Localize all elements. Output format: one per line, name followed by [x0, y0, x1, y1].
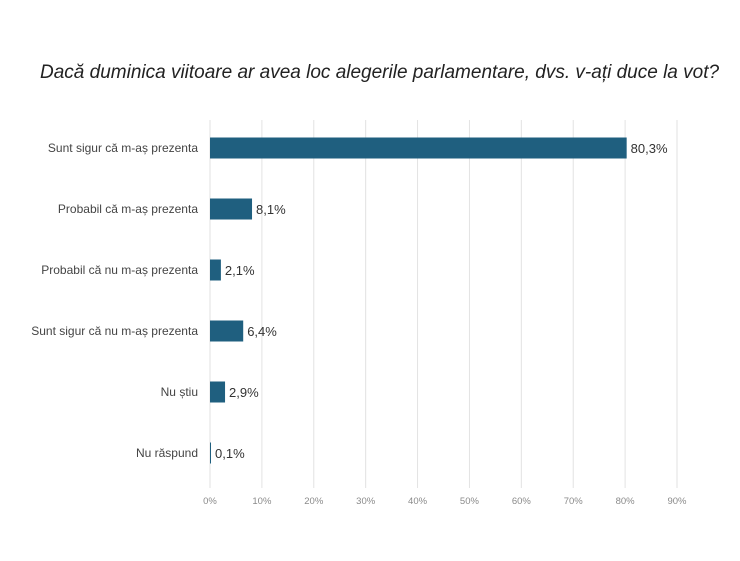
- x-tick-label: 60%: [512, 496, 532, 507]
- data-label: 6,4%: [247, 324, 277, 339]
- category-label: Probabil că m-aș prezenta: [58, 202, 198, 216]
- bar: [210, 381, 226, 403]
- category-label: Nu știu: [161, 385, 198, 399]
- x-tick-label: 20%: [304, 496, 324, 507]
- category-labels: Sunt sigur că m-aș prezenta Probabil că m…: [31, 141, 198, 460]
- x-tick-label: 50%: [460, 496, 480, 507]
- x-tick-label: 30%: [356, 496, 376, 507]
- data-label: 8,1%: [256, 202, 286, 217]
- data-label: 0,1%: [215, 446, 245, 461]
- chart-title: Dacă duminica viitoare ar avea loc alege…: [40, 62, 720, 83]
- bar: [210, 442, 211, 464]
- x-tick-label: 90%: [667, 496, 687, 507]
- x-tick-label: 80%: [616, 496, 636, 507]
- x-axis-tick-labels: 0% 10% 20% 30% 40% 50% 60% 70% 80% 90%: [203, 496, 687, 507]
- bar: [210, 259, 221, 281]
- category-label: Probabil că nu m-aș prezenta: [41, 263, 198, 277]
- category-label: Nu răspund: [136, 446, 198, 460]
- data-label: 80,3%: [631, 141, 668, 156]
- x-tick-label: 70%: [564, 496, 584, 507]
- x-tick-label: 0%: [203, 496, 217, 507]
- gridlines: [209, 120, 678, 488]
- bar: [210, 137, 627, 159]
- bar: [210, 320, 244, 342]
- category-label: Sunt sigur că nu m-aș prezenta: [31, 324, 198, 338]
- x-tick-label: 40%: [408, 496, 428, 507]
- category-label: Sunt sigur că m-aș prezenta: [48, 141, 198, 155]
- data-label: 2,1%: [225, 263, 255, 278]
- data-labels: 80,3% 8,1% 2,1% 6,4% 2,9% 0,1%: [215, 141, 668, 461]
- x-tick-label: 10%: [252, 496, 272, 507]
- data-label: 2,9%: [229, 385, 259, 400]
- bar: [210, 198, 253, 220]
- bars: [210, 137, 627, 464]
